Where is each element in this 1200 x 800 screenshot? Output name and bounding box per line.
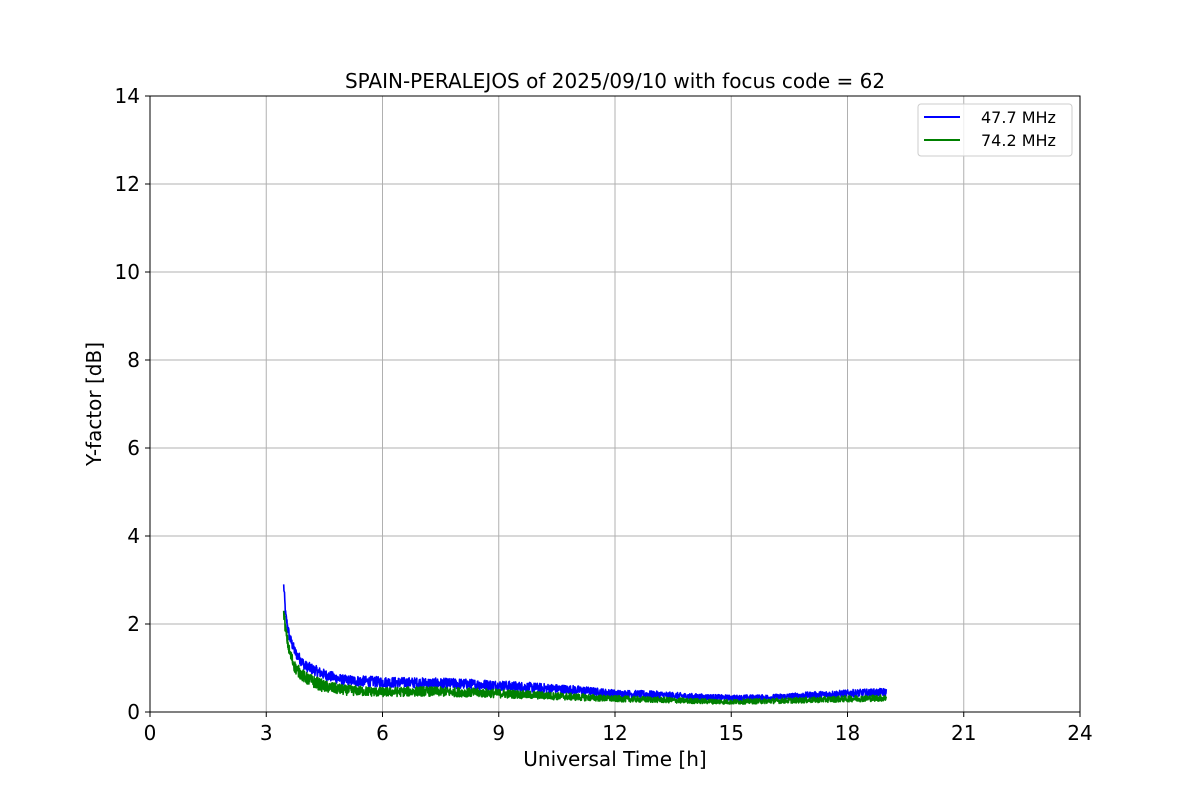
x-tick-label: 18 bbox=[835, 721, 860, 745]
x-tick-label: 21 bbox=[951, 721, 976, 745]
y-tick-label: 10 bbox=[115, 260, 140, 284]
y-tick-label: 4 bbox=[127, 524, 140, 548]
y-tick-label: 6 bbox=[127, 436, 140, 460]
legend-label-74-2: 74.2 MHz bbox=[981, 131, 1056, 150]
series-layer bbox=[282, 584, 888, 705]
series-line-47-7-mhz bbox=[282, 584, 888, 702]
x-axis: 0 3 6 9 12 15 18 21 24 bbox=[144, 712, 1093, 745]
legend-label-47-7: 47.7 MHz bbox=[981, 108, 1056, 127]
chart-title: SPAIN-PERALEJOS of 2025/09/10 with focus… bbox=[345, 69, 885, 93]
x-tick-label: 9 bbox=[492, 721, 505, 745]
x-axis-label: Universal Time [h] bbox=[523, 747, 706, 771]
y-axis-label: Y-factor [dB] bbox=[82, 342, 106, 467]
x-tick-label: 15 bbox=[719, 721, 744, 745]
legend: 47.7 MHz 74.2 MHz bbox=[917, 103, 1073, 157]
y-axis: 0 2 4 6 8 10 12 14 bbox=[115, 84, 150, 724]
x-tick-label: 0 bbox=[144, 721, 157, 745]
y-tick-label: 8 bbox=[127, 348, 140, 372]
x-tick-label: 12 bbox=[602, 721, 627, 745]
y-tick-label: 0 bbox=[127, 700, 140, 724]
x-tick-label: 3 bbox=[260, 721, 273, 745]
y-tick-label: 14 bbox=[115, 84, 140, 108]
y-tick-label: 12 bbox=[115, 172, 140, 196]
grid bbox=[150, 96, 1080, 712]
x-tick-label: 24 bbox=[1067, 721, 1092, 745]
x-tick-label: 6 bbox=[376, 721, 389, 745]
series-line-74-2-mhz bbox=[282, 610, 888, 705]
y-tick-label: 2 bbox=[127, 612, 140, 636]
